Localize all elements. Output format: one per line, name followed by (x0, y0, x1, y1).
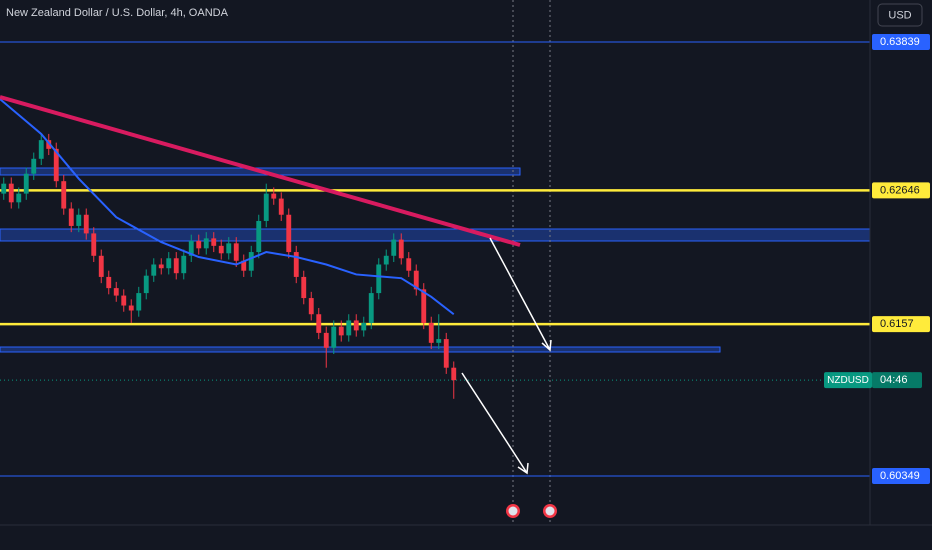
levels (0, 41, 870, 477)
candle-body (1, 183, 7, 194)
event-icon-inner (508, 506, 518, 516)
candle-body (271, 193, 277, 199)
candle-body (53, 148, 59, 182)
price-axis (870, 0, 932, 550)
candle-body (83, 214, 89, 234)
candle-body (211, 238, 217, 246)
candle-body (406, 258, 412, 271)
level-badge (872, 182, 930, 199)
candle-body (98, 255, 104, 277)
candle-body (376, 264, 382, 294)
level-badge (872, 316, 930, 333)
zone (0, 228, 871, 242)
candle-body (331, 326, 337, 348)
candle-body (23, 173, 29, 194)
plot (0, 98, 457, 399)
level-label: 0.62646 (880, 184, 920, 196)
candle-body (16, 193, 22, 203)
candle-body (451, 367, 457, 381)
candle-body (308, 298, 314, 315)
candle-body (383, 255, 389, 265)
candle-body (143, 275, 149, 294)
chart-title: New Zealand Dollar / U.S. Dollar, 4h, OA… (6, 7, 229, 19)
candle-body (338, 326, 344, 336)
level-label: 0.6157 (880, 318, 914, 330)
candle-body (121, 295, 127, 306)
candle-body (173, 258, 179, 274)
candle-body (421, 289, 427, 323)
candle-body (263, 193, 269, 221)
level-label: 0.60349 (880, 470, 920, 482)
candle-body (68, 208, 74, 226)
candle-body (361, 322, 367, 331)
candle-body (241, 260, 247, 271)
candle-body (323, 332, 329, 348)
zone (0, 346, 721, 353)
arrow (461, 372, 529, 475)
candle-body (293, 252, 299, 277)
candle-body (301, 276, 307, 299)
candle-body (368, 293, 374, 323)
countdown-badge (872, 372, 922, 389)
arrows (461, 237, 552, 475)
candle-body (76, 214, 82, 226)
candle-body (443, 339, 449, 368)
trendline (0, 95, 521, 247)
candle-body (233, 243, 239, 261)
candle-body (218, 245, 224, 254)
candle-body (136, 293, 142, 311)
candle-body (203, 238, 209, 249)
candle-body (428, 322, 434, 343)
candle-body (113, 288, 119, 296)
level-badge (872, 468, 930, 485)
candle-body (31, 158, 37, 174)
badges: 0.63839 0.62646 0.6157 0.60349 NZDUSD 04:46 (824, 34, 930, 485)
candle-body (353, 320, 359, 331)
event-icon-inner (545, 506, 555, 516)
candle-body (8, 183, 14, 203)
candle-body (226, 243, 232, 254)
candle-body (166, 258, 172, 269)
candle-body (106, 276, 112, 289)
candle-body (436, 339, 442, 343)
candle-body (151, 264, 157, 276)
candle-body (248, 252, 254, 271)
candle-body (61, 181, 67, 209)
countdown-label: 04:46 (880, 374, 908, 386)
candle-body (188, 240, 194, 256)
currency-button[interactable] (877, 3, 923, 27)
candle-body (128, 305, 134, 311)
candle-body (256, 220, 262, 253)
level-badge (872, 34, 930, 51)
moving-average (0, 98, 455, 316)
candle-body (391, 239, 397, 256)
currency: USD (888, 9, 911, 21)
candle-body (181, 255, 187, 274)
candle-body (346, 320, 352, 336)
candle-body (413, 270, 419, 290)
symbol-badge (824, 372, 872, 389)
arrow (489, 237, 552, 352)
candle-body (38, 140, 44, 159)
candle-body (158, 264, 164, 269)
symbol-label: NZDUSD (827, 375, 869, 386)
candle-body (196, 240, 202, 249)
candle-body (316, 314, 322, 333)
candle-body (278, 198, 284, 215)
candle-body (398, 239, 404, 259)
candle-body (46, 140, 52, 149)
level-label: 0.63839 (880, 36, 920, 48)
candle-body (286, 214, 292, 253)
candle-body (91, 233, 97, 256)
